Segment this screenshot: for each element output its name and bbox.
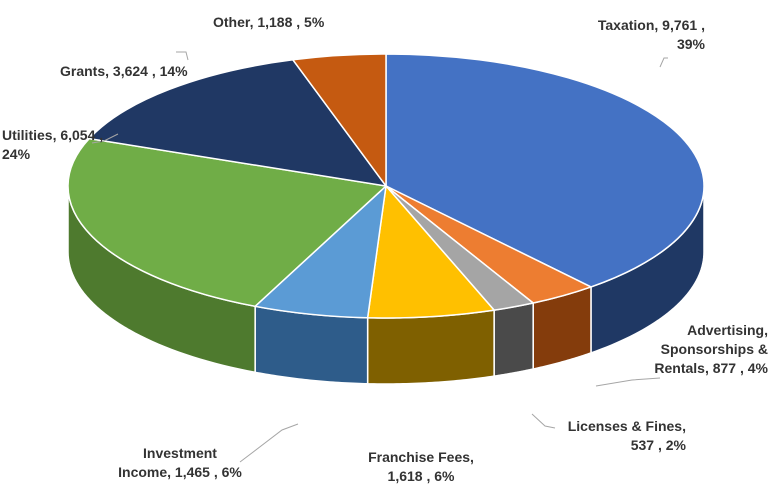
leader-line-grants bbox=[176, 51, 189, 61]
data-label-utilities: Utilities, 6,054 , 24% bbox=[2, 127, 103, 162]
data-label-line: Advertising, bbox=[687, 322, 768, 338]
data-label-grants: Grants, 3,624 , 14% bbox=[60, 63, 188, 79]
pie-side-licenses-fines bbox=[493, 302, 534, 377]
data-label-line: Grants, 3,624 , 14% bbox=[60, 63, 188, 79]
data-label-line: 39% bbox=[677, 36, 706, 52]
data-label-line: Rentals, 877 , 4% bbox=[654, 360, 768, 376]
data-label-line: Taxation, 9,761 , bbox=[598, 17, 705, 33]
pie-slice-franchise-fees[interactable] bbox=[366, 185, 495, 319]
data-label-line: Other, 1,188 , 5% bbox=[213, 14, 325, 30]
data-label-line: Investment bbox=[143, 445, 217, 461]
data-label-investment-income: Investment Income, 1,465 , 6% bbox=[118, 445, 242, 480]
label-leaders bbox=[91, 51, 668, 463]
data-labels: Taxation, 9,761 , 39% Advertising, Sponsors… bbox=[2, 14, 769, 484]
data-label-line: Income, 1,465 , 6% bbox=[118, 464, 242, 480]
leader-line-utilities bbox=[91, 133, 119, 144]
pie-side-franchise-fees bbox=[366, 309, 495, 385]
data-label-line: 537 , 2% bbox=[631, 437, 687, 453]
pie-tops bbox=[67, 53, 705, 319]
pie-slice-taxation[interactable] bbox=[385, 53, 705, 288]
data-label-line: Licenses & Fines, bbox=[568, 418, 686, 434]
leader-line-investment bbox=[239, 423, 299, 463]
data-label-advertising-sponsorships-rentals: Advertising, Sponsorships & Rentals, 877 ,… bbox=[654, 322, 768, 376]
data-label-other: Other, 1,188 , 5% bbox=[213, 14, 325, 30]
leader-line-taxation bbox=[659, 57, 668, 68]
data-label-line: 1,618 , 6% bbox=[388, 468, 455, 484]
data-label-line: Franchise Fees, bbox=[368, 449, 474, 465]
pie-slice-utilities[interactable] bbox=[67, 137, 387, 308]
pie-slice-other[interactable] bbox=[292, 53, 387, 187]
pie-sides bbox=[67, 185, 705, 385]
data-label-franchise-fees: Franchise Fees, 1,618 , 6% bbox=[368, 449, 474, 484]
data-label-licenses-fines: Licenses & Fines, 537 , 2% bbox=[568, 418, 687, 453]
leader-line-advertising bbox=[595, 377, 661, 387]
pie-slice-grants[interactable] bbox=[88, 59, 387, 187]
data-label-line: Sponsorships & bbox=[661, 341, 768, 357]
data-label-line: Utilities, 6,054 , bbox=[2, 127, 103, 143]
data-label-taxation: Taxation, 9,761 , 39% bbox=[598, 17, 706, 52]
data-label-line: 24% bbox=[2, 146, 31, 162]
leader-line-licenses bbox=[531, 413, 556, 429]
